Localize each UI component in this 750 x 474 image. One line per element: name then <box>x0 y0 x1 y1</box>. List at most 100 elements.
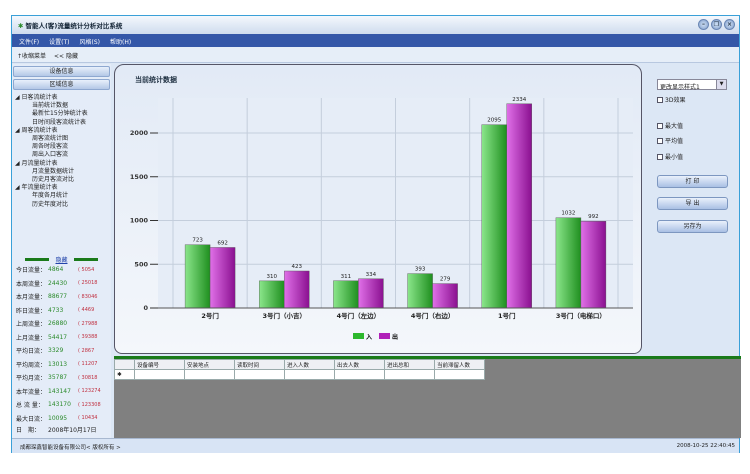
stat-out: 5054 <box>81 266 95 273</box>
stat-row: 最大日流： 10095( 10434 <box>16 414 98 423</box>
chart-panel: 当前统计数据 0 500 1000 1500 2000 723 692 2号门 310 423 3号… <box>114 64 642 354</box>
stat-row: 上月流量： 54417( 39388 <box>16 333 98 342</box>
tree-item[interactable]: 月流量数据统计 <box>32 167 75 175</box>
tree-item[interactable]: 日时间段客流统计表 <box>32 118 87 126</box>
stat-out: 123274 <box>81 388 101 395</box>
stat-row: 平均周流： 13013( 11207 <box>16 360 98 369</box>
avg-value-checkbox[interactable]: 平均值 <box>657 136 683 145</box>
y-tick-label: 1000 <box>130 217 149 225</box>
menu-style[interactable]: 风格(S) <box>79 39 101 46</box>
tree-item[interactable]: 历史月客流对比 <box>32 176 75 184</box>
stat-row: 本月流量： 88677( 83046 <box>16 293 98 302</box>
data-label: 2095 <box>487 118 501 124</box>
data-label: 334 <box>366 272 377 278</box>
stat-in: 54417 <box>48 333 68 341</box>
table-cell[interactable] <box>134 369 185 380</box>
hide-stats-link[interactable]: 隐藏 <box>55 256 68 264</box>
y-tick-label: 500 <box>134 260 148 268</box>
tree-item[interactable]: 周各时段客流 <box>32 143 69 151</box>
bar-out <box>209 247 236 309</box>
column-header[interactable]: 设备编号 <box>134 359 185 370</box>
column-header[interactable]: 当前滞留人数 <box>434 359 485 370</box>
table-cell[interactable] <box>434 369 485 380</box>
stat-label: 最大日流： <box>16 415 47 423</box>
table-cell[interactable] <box>234 369 285 380</box>
bar-in <box>555 217 582 309</box>
stat-in: 10095 <box>48 414 68 422</box>
tree-item[interactable]: 历史年度对比 <box>32 200 69 208</box>
stat-out: 2867 <box>81 347 95 354</box>
tree-item[interactable]: 年度各月统计 <box>32 192 69 200</box>
tree-group[interactable]: ◢ 年流量统计表 <box>15 184 58 192</box>
app-window: ✱ 智能人(客)流量统计分析对比系统 – ❐ × 文件(F) 设置(T) 风格(S… <box>11 15 741 453</box>
min-value-checkbox[interactable]: 最小值 <box>657 152 683 161</box>
new-row-marker: ✱ <box>114 369 135 380</box>
area-info-button[interactable]: 区域信息 <box>13 79 110 90</box>
options-panel: 更改显示样式1 ▼ 3D效果 最大值 平均值 最小值 打 印 导 出 另存为 <box>649 64 741 359</box>
x-tick-label: 3号门（小吉） <box>262 311 306 320</box>
3d-effect-checkbox[interactable]: 3D效果 <box>657 95 685 104</box>
column-header[interactable]: 出去人数 <box>334 359 385 370</box>
display-style-select[interactable]: 更改显示样式1 ▼ <box>657 79 727 91</box>
data-label: 2334 <box>512 97 526 103</box>
export-button[interactable]: 导 出 <box>657 197 728 210</box>
stat-in: 88677 <box>48 293 68 301</box>
column-header[interactable]: 安装地点 <box>184 359 235 370</box>
table-cell[interactable] <box>384 369 435 380</box>
bar-out <box>432 283 458 309</box>
tree-group[interactable]: ◢ 周客流统计表 <box>15 126 58 134</box>
column-header[interactable]: 进出总和 <box>384 359 435 370</box>
stat-row: 总 流 量： 143170( 123308 <box>16 401 101 410</box>
print-button[interactable]: 打 印 <box>657 175 728 188</box>
close-button[interactable]: × <box>724 19 735 30</box>
stat-label: 平均月流： <box>16 375 47 383</box>
device-info-button[interactable]: 设备信息 <box>13 66 110 77</box>
bar-out <box>284 270 310 309</box>
table-cell[interactable] <box>334 369 385 380</box>
tree-group[interactable]: ◢ 日客流统计表 <box>15 94 58 101</box>
app-logo-icon: ✱ <box>18 22 24 30</box>
menu-settings[interactable]: 设置(T) <box>49 39 70 46</box>
tree-item[interactable]: 最新忙15分钟统计表 <box>32 110 88 118</box>
stats-panel: 隐藏 今日流量： 4864( 5054 本周流量： 24430( 25018 本月流量：… <box>12 255 111 435</box>
menu-file[interactable]: 文件(F) <box>19 39 40 46</box>
column-header[interactable]: 进入人数 <box>284 359 335 370</box>
data-label: 279 <box>440 277 451 283</box>
restore-button[interactable]: ❐ <box>711 19 722 30</box>
tree-item[interactable]: 当前统计数据 <box>32 102 69 110</box>
stat-in: 3329 <box>48 347 64 355</box>
stat-in: 13013 <box>48 360 68 368</box>
tree-item[interactable]: 周客流统计图 <box>32 135 69 143</box>
max-value-checkbox[interactable]: 最大值 <box>657 121 683 130</box>
hide-button[interactable]: << 隐藏 <box>54 53 78 60</box>
collapse-menu-button[interactable]: ↑收缩菜单 <box>17 53 47 60</box>
bar-out <box>506 103 532 309</box>
legend-label: 出 <box>392 333 398 341</box>
bar-in <box>333 280 359 309</box>
stat-out: 4469 <box>81 307 95 314</box>
stat-label: 本周流量： <box>16 280 47 288</box>
data-label: 423 <box>292 264 303 270</box>
x-tick-label: 2号门 <box>201 311 219 320</box>
stat-label: 总 流 量： <box>16 402 44 410</box>
tree-item[interactable]: 周出入口客流 <box>32 151 69 159</box>
stat-in: 4733 <box>48 306 64 314</box>
menu-help[interactable]: 帮助(H) <box>110 39 132 46</box>
x-tick-label: 4号门（右边） <box>411 311 455 320</box>
data-label: 1032 <box>561 211 575 217</box>
legend-swatch <box>353 333 364 339</box>
stat-label: 昨日流量： <box>16 307 47 315</box>
table-cell[interactable] <box>184 369 235 380</box>
minimize-button[interactable]: – <box>698 19 709 30</box>
data-grid: 设备编号 安装地点 读取时间 进入人数 出去人数 进出总和 当前滞留人数 ✱ <box>114 356 741 438</box>
tree-group[interactable]: ◢ 月流量统计表 <box>15 159 58 167</box>
table-cell[interactable] <box>284 369 335 380</box>
save-as-button[interactable]: 另存为 <box>657 220 728 233</box>
chart-title: 当前统计数据 <box>135 76 177 84</box>
menu-bar: 文件(F) 设置(T) 风格(S) 帮助(H) <box>12 34 739 47</box>
stat-label: 平均日流： <box>16 348 47 356</box>
stat-row: 本年流量： 143147( 123274 <box>16 387 101 396</box>
column-header[interactable]: 读取时间 <box>234 359 285 370</box>
data-label: 692 <box>217 240 228 246</box>
data-label: 723 <box>192 238 203 244</box>
